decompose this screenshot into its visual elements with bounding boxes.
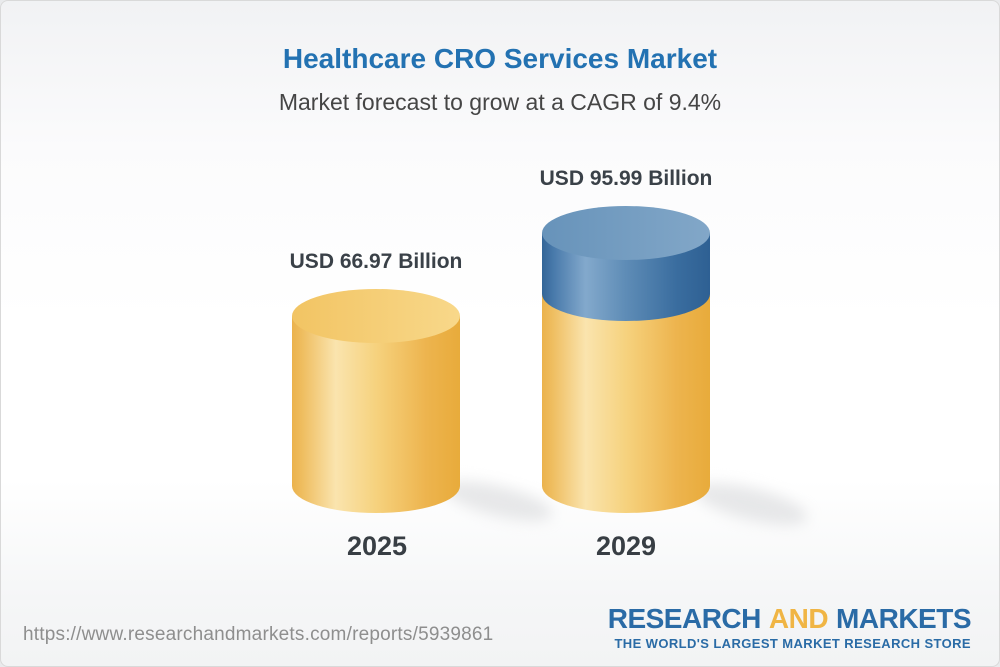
page-title: Healthcare CRO Services Market bbox=[282, 43, 718, 74]
axis-label-2029: 2029 bbox=[595, 531, 657, 561]
logo-tagline: THE WORLD'S LARGEST MARKET RESEARCH STOR… bbox=[614, 636, 971, 652]
cylinder-2029-base bbox=[542, 294, 710, 513]
page-subtitle: Market forecast to grow at a CAGR of 9.4… bbox=[278, 89, 722, 115]
shadow-2025 bbox=[443, 481, 553, 521]
value-label-2025: USD 66.97 Billion bbox=[289, 250, 463, 273]
report-url: https://www.researchandmarkets.com/repor… bbox=[23, 624, 494, 645]
cylinder-2029-growth bbox=[542, 206, 710, 321]
logo-word-and: AND bbox=[768, 603, 829, 634]
shadow-2029 bbox=[694, 483, 808, 525]
research-and-markets-logo: RESEARCH AND MARKETS THE WORLD'S LARGEST… bbox=[607, 603, 972, 652]
logo-word-markets: MARKETS bbox=[836, 603, 971, 634]
value-label-2029: USD 95.99 Billion bbox=[539, 167, 713, 190]
logo-word-research: RESEARCH bbox=[607, 603, 762, 634]
axis-label-2025: 2025 bbox=[346, 531, 408, 561]
cylinder-2025 bbox=[292, 289, 460, 513]
logo-wordmark: RESEARCH AND MARKETS bbox=[607, 603, 972, 634]
